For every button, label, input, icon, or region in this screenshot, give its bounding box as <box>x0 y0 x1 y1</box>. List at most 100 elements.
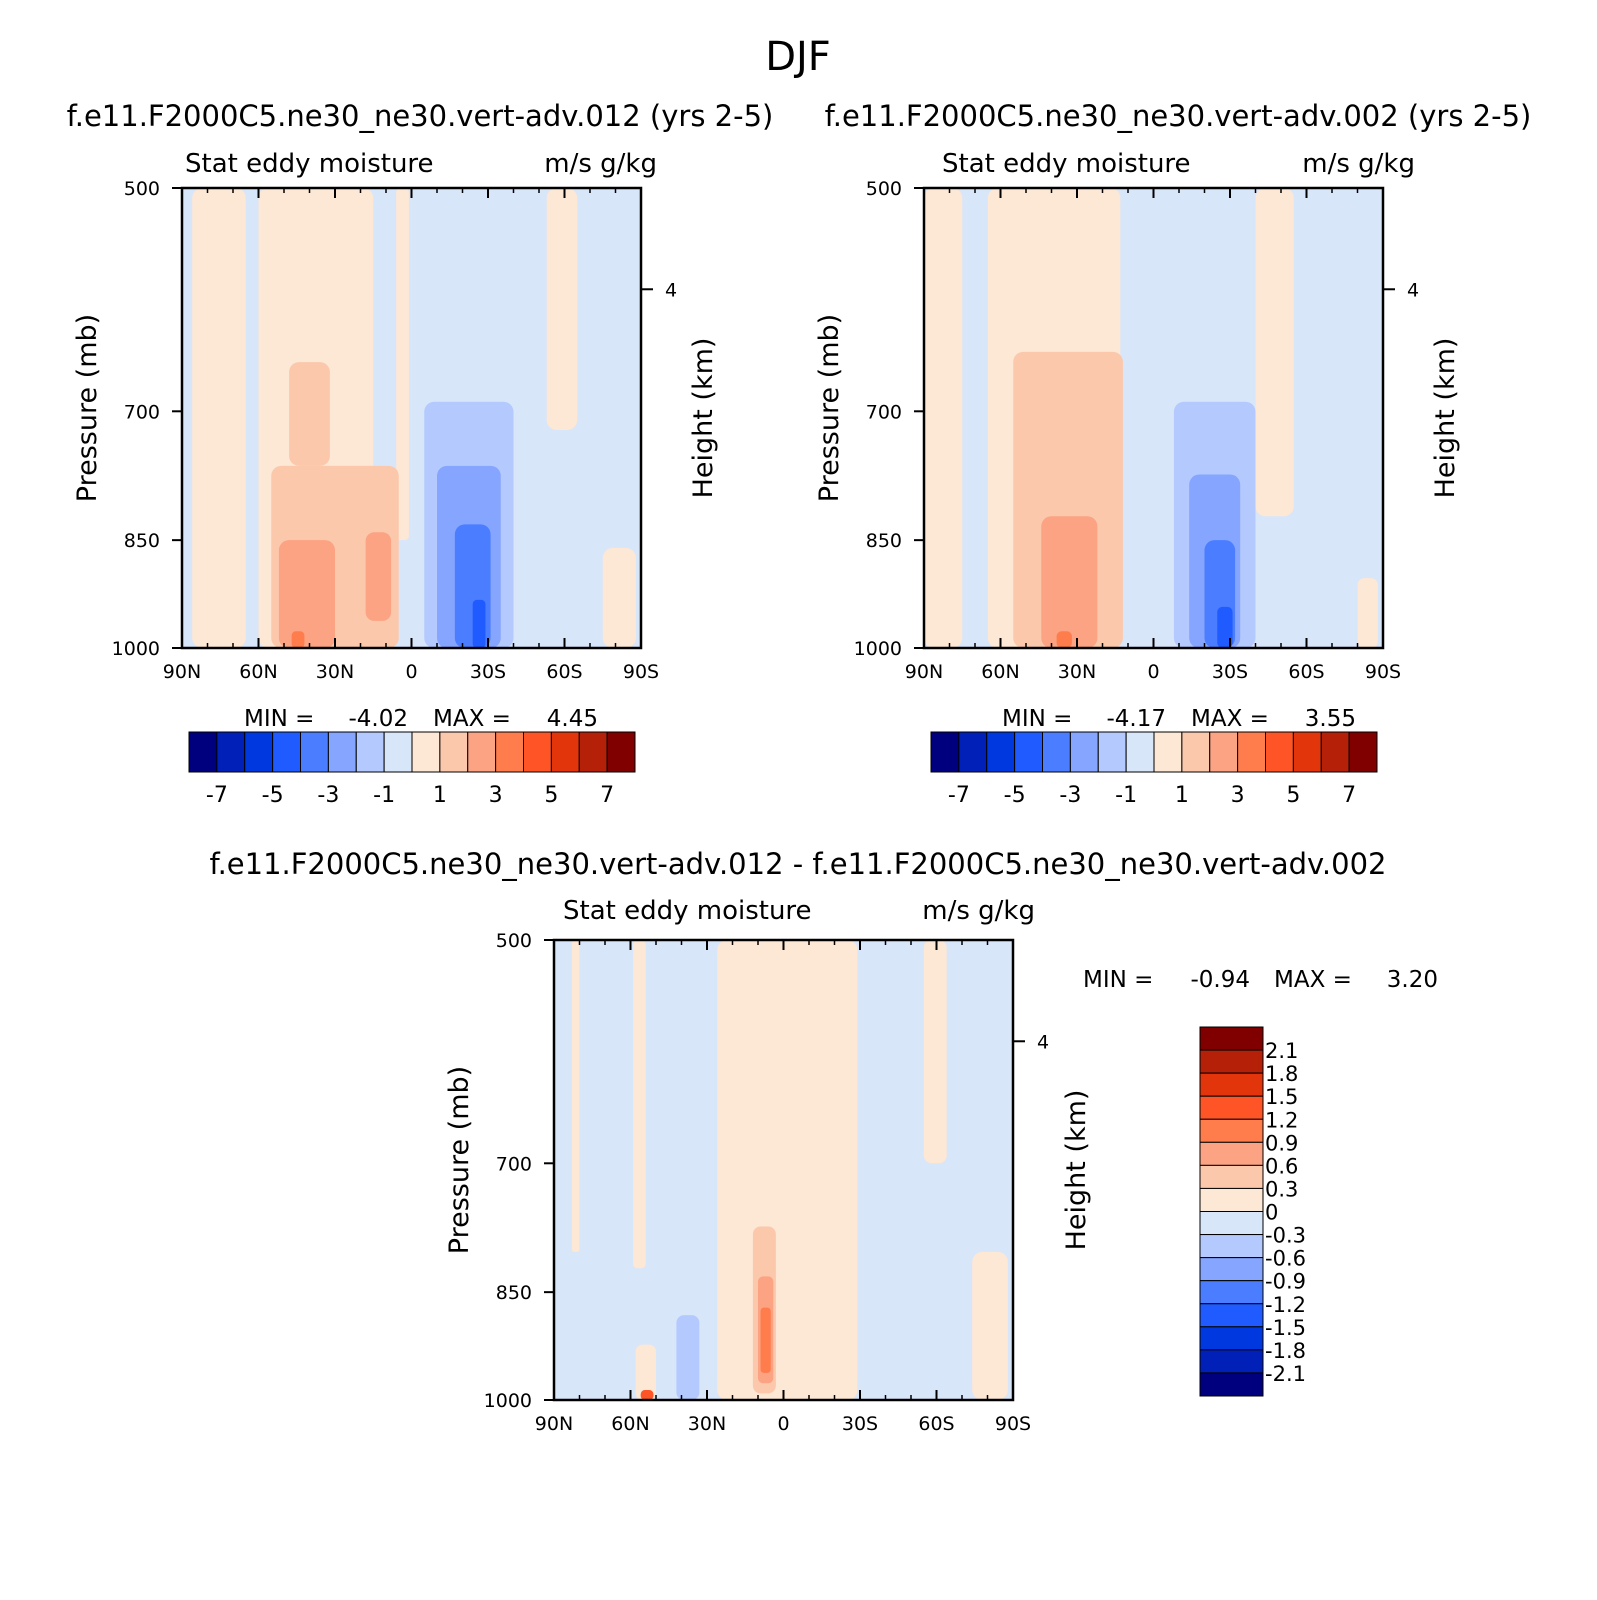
right-tick-label: 4 <box>1037 1031 1049 1053</box>
x-tick-label: 0 <box>405 661 417 683</box>
y-tick-label: 850 <box>124 530 160 552</box>
colorbar-swatch-neg0 <box>1199 1211 1264 1236</box>
contour-region-pos2 <box>365 532 392 621</box>
colorbar-label: -3 <box>317 783 339 808</box>
colorbar: 2.11.81.51.20.90.60.30-0.3-0.6-0.9-1.2-1… <box>1199 1026 1306 1397</box>
x-axis: 90N 60N 30N 0 30S 60S 90S <box>905 188 1401 683</box>
colorbar-swatch-neg2 <box>327 731 357 773</box>
y-tick-label: 700 <box>124 401 160 423</box>
panel-right-label: m/s g/kg <box>922 896 1035 926</box>
colorbar-label: -0.3 <box>1265 1224 1306 1248</box>
colorbar-label: 0.6 <box>1265 1154 1298 1178</box>
colorbar-swatch-neg4 <box>1014 731 1043 773</box>
colorbar-label: -1 <box>1115 783 1137 808</box>
colorbar: -7 -5 -3 -1 1 3 5 7 <box>930 731 1378 808</box>
colorbar-swatch-pos6 <box>578 731 608 773</box>
colorbar-label: 1.5 <box>1265 1085 1298 1109</box>
max-value: 3.20 <box>1387 967 1438 993</box>
colorbar-swatch-pos0 <box>1199 1187 1264 1212</box>
x-tick-label: 30N <box>1058 661 1096 683</box>
x-tick-label: 60N <box>239 661 277 683</box>
colorbar-swatch-neg1 <box>1097 731 1127 773</box>
panel-title: f.e11.F2000C5.ne30_ne30.vert-adv.002 (yr… <box>825 99 1532 133</box>
colorbar-label: 1.2 <box>1265 1108 1298 1132</box>
x-tick-label: 60S <box>918 1413 954 1435</box>
colorbar-swatch-neg6 <box>1199 1349 1264 1374</box>
contour-region-pos3 <box>1056 631 1072 648</box>
colorbar-swatch-pos7 <box>1348 731 1378 773</box>
colorbar-swatch-neg4 <box>272 731 301 773</box>
colorbar-swatch-neg0 <box>1125 731 1155 773</box>
x-tick-label: 60N <box>981 661 1019 683</box>
y-tick-label: 1000 <box>854 638 902 660</box>
panel-title: f.e11.F2000C5.ne30_ne30.vert-adv.012 (yr… <box>67 99 774 133</box>
colorbar-swatch-pos6 <box>1320 731 1350 773</box>
contour-region-pos0 <box>396 188 409 541</box>
max-label: MAX = <box>1274 967 1352 993</box>
colorbar-swatch-neg1 <box>1199 1234 1264 1259</box>
colorbar-swatch-neg3 <box>1042 731 1071 773</box>
y-axis: 500 700 850 1000 <box>112 178 182 660</box>
x-tick-label: 30N <box>688 1413 726 1435</box>
colorbar-swatch-neg6 <box>958 731 988 773</box>
x-tick-label: 30S <box>470 661 506 683</box>
panel-left-label: Stat eddy moisture <box>185 149 434 179</box>
y-axis: 500 700 850 1000 <box>854 178 924 660</box>
colorbar-label: 1 <box>1175 783 1189 808</box>
panel-right-label: m/s g/kg <box>544 149 657 179</box>
contour-region-pos0 <box>923 940 947 1164</box>
y-tick-label: 700 <box>496 1153 532 1175</box>
min-label: MIN = <box>1083 967 1153 993</box>
contour-region-pos0 <box>602 547 636 648</box>
colorbar-swatch-pos2 <box>467 731 497 773</box>
panel-left-label: Stat eddy moisture <box>563 896 812 926</box>
x-tick-label: 90N <box>535 1413 573 1435</box>
right-tick-label: 4 <box>1407 279 1419 301</box>
colorbar-swatch-neg3 <box>1199 1280 1264 1305</box>
panel-left-label: Stat eddy moisture <box>942 149 1191 179</box>
colorbar-label: 7 <box>600 783 614 808</box>
contour-region-pos0 <box>1357 578 1378 648</box>
colorbar-label: -7 <box>948 783 970 808</box>
colorbar-swatch-neg4 <box>1199 1303 1264 1328</box>
colorbar-swatch-pos0 <box>411 731 441 773</box>
colorbar-label: 7 <box>1342 783 1356 808</box>
min-label: MIN = <box>244 706 314 732</box>
colorbar-swatch-pos2 <box>1209 731 1239 773</box>
colorbar-label: -0.6 <box>1265 1247 1306 1271</box>
right-axis-label: Height (km) <box>1061 1090 1092 1251</box>
colorbar-swatch-neg5 <box>1199 1326 1264 1351</box>
min-label: MIN = <box>1002 706 1072 732</box>
colorbar-label: -1 <box>373 783 395 808</box>
contour-region-pos4 <box>640 1389 654 1400</box>
figure-title: DJF <box>765 34 831 80</box>
colorbar-swatch-neg0 <box>383 731 413 773</box>
x-tick-label: 90N <box>905 661 943 683</box>
contour-region-neg4 <box>1217 606 1233 648</box>
colorbar-swatch-pos4 <box>523 731 552 773</box>
x-tick-label: 30N <box>316 661 354 683</box>
contour-region-pos0 <box>192 188 246 648</box>
colorbar-label: 5 <box>544 783 558 808</box>
x-tick-label: 90S <box>1365 661 1401 683</box>
x-tick-label: 0 <box>777 1413 789 1435</box>
max-label: MAX = <box>433 706 511 732</box>
colorbar-swatch-neg3 <box>300 731 329 773</box>
max-value: 3.55 <box>1305 706 1356 732</box>
contour-region-pos0 <box>546 188 578 430</box>
colorbar-swatch-neg2 <box>1199 1257 1264 1282</box>
colorbar-swatch-pos2 <box>1199 1141 1264 1166</box>
x-tick-label: 0 <box>1147 661 1159 683</box>
colorbar-swatch-pos4 <box>1199 1095 1264 1120</box>
contour-region-neg1 <box>676 1315 700 1400</box>
x-tick-label: 60S <box>546 661 582 683</box>
contour-region-pos0 <box>633 940 646 1269</box>
contour-region-pos0 <box>972 1251 1008 1400</box>
contour-region-pos2 <box>1041 516 1098 648</box>
colorbar-swatch-pos3 <box>1199 1118 1264 1143</box>
contour-region-pos0 <box>571 940 580 1252</box>
panel-right-label: m/s g/kg <box>1302 149 1415 179</box>
colorbar-label: 1 <box>433 783 447 808</box>
colorbar-label: 0.3 <box>1265 1177 1298 1201</box>
